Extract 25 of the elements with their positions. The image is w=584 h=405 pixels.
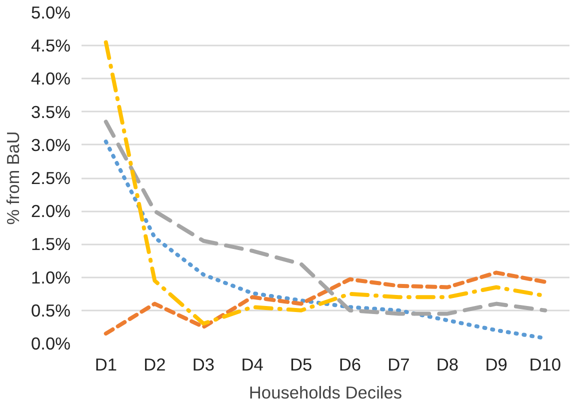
x-tick-label: D2 (144, 354, 166, 374)
y-tick-label: 3.5% (31, 102, 71, 122)
y-tick-label: 1.0% (31, 267, 71, 288)
x-tick-label: D1 (94, 354, 117, 374)
x-tick-label: D8 (436, 354, 459, 374)
line-series (104, 120, 548, 316)
y-tick-label: 2.0% (31, 201, 71, 222)
y-tick-label: 1.5% (31, 234, 71, 254)
x-tick-label: D5 (290, 354, 312, 374)
x-tick-label: D10 (529, 354, 562, 374)
y-tick-label: 0.0% (31, 334, 71, 354)
y-tick-label: 3.0% (31, 134, 71, 155)
x-tick-label: D7 (388, 354, 410, 374)
x-tick-label: D6 (338, 354, 361, 374)
x-axis-title: Households Deciles (248, 382, 402, 402)
y-tick-label: 4.0% (31, 68, 71, 89)
line-series (104, 270, 548, 336)
x-tick-label: D4 (241, 354, 264, 374)
y-tick-label: 2.5% (31, 168, 71, 188)
x-tick-label: D3 (192, 354, 215, 374)
y-tick-label: 4.5% (31, 36, 71, 56)
x-tick-label: D9 (485, 354, 508, 374)
y-tick-label: 5.0% (31, 2, 71, 22)
y-tick-label: 0.5% (31, 300, 71, 320)
y-axis-title: % from BaU (3, 131, 24, 225)
